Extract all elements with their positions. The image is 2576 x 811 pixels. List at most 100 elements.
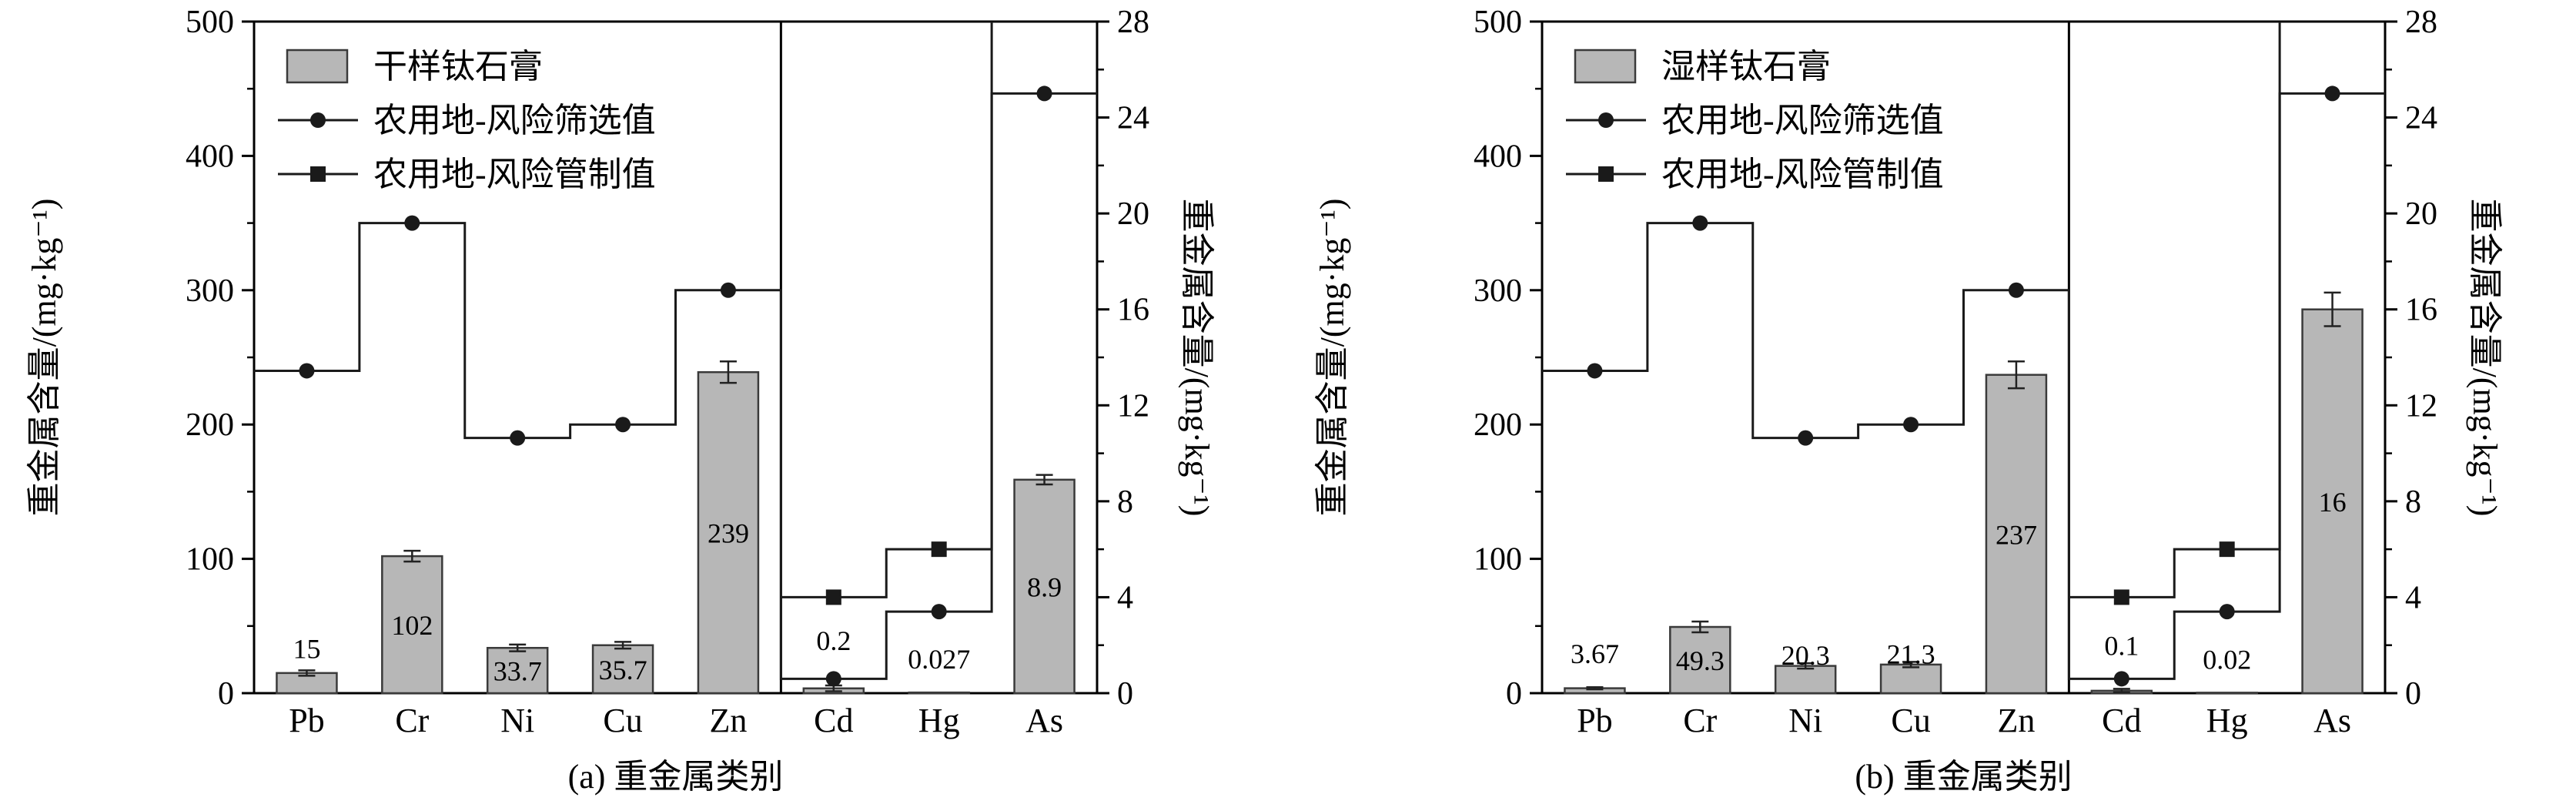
x-category-label: Cu — [1891, 702, 1930, 739]
left-axis-title: 重金属含量/(mg·kg⁻¹) — [1313, 199, 1351, 517]
screening-marker — [1798, 430, 1814, 446]
right-axis-tick-label: 4 — [1117, 580, 1133, 615]
control-line — [781, 22, 993, 598]
right-axis-tick-label: 4 — [2405, 580, 2421, 615]
x-category-label: Zn — [709, 702, 747, 739]
x-category-label: Cd — [814, 702, 853, 739]
left-axis-tick-label: 200 — [1474, 407, 1522, 443]
chart-b: 0 100 200 300 400 500 0 4 8 12 16 20 24 28 重金属含量/(mg·k… — [1313, 5, 2504, 739]
control-line — [2069, 22, 2281, 598]
bar-value-label: 20.3 — [1781, 640, 1830, 671]
screening-marker — [1036, 85, 1052, 102]
legend-square-marker — [310, 166, 326, 182]
bar-value-label: 102 — [391, 610, 433, 641]
bar-value-label: 237 — [1996, 519, 2037, 550]
left-axis-tick-label: 0 — [1506, 676, 1522, 712]
x-category-label: Cu — [603, 702, 642, 739]
left-axis-title: 重金属含量/(mg·kg⁻¹) — [25, 199, 63, 517]
x-category-label: As — [2313, 702, 2351, 739]
screening-marker — [720, 282, 736, 298]
screening-marker — [1903, 417, 1919, 433]
screening-marker — [2219, 604, 2235, 620]
bar-value-label: 15 — [293, 633, 320, 664]
left-axis-tick-label: 100 — [186, 542, 234, 578]
right-axis-tick-label: 20 — [1117, 196, 1149, 232]
x-category-label: As — [1025, 702, 1063, 739]
legend-square-marker — [1598, 166, 1614, 182]
control-marker — [825, 589, 841, 605]
x-category-label: Zn — [1997, 702, 2035, 739]
bar-Zn — [697, 370, 760, 695]
bar-Cr — [1669, 625, 1731, 695]
chart-panel-b: 0 100 200 300 400 500 0 4 8 12 16 20 24 28 重金属含量/(mg·k… — [1288, 0, 2576, 811]
bar-Hg — [908, 691, 970, 695]
x-category-label: Cr — [1683, 702, 1717, 739]
left-axis-tick-label: 400 — [1474, 139, 1522, 174]
control-marker — [2113, 589, 2129, 605]
x-category-label: Hg — [918, 702, 960, 739]
bar-As — [2301, 308, 2364, 695]
left-axis-tick-label: 500 — [1474, 5, 1522, 40]
right-axis-tick-label: 28 — [2405, 5, 2437, 40]
right-axis-tick-label: 24 — [2405, 101, 2437, 136]
right-axis-tick-label: 12 — [1117, 388, 1149, 424]
right-axis-tick-label: 16 — [1117, 293, 1149, 328]
bar-value-label: 49.3 — [1676, 645, 1725, 676]
right-axis-tick-label: 24 — [1117, 101, 1149, 136]
bar-Hg — [2196, 692, 2258, 695]
left-axis-tick-label: 300 — [186, 273, 234, 309]
x-category-label: Cd — [2102, 702, 2141, 739]
right-axis-title: 重金属含量/(mg·kg⁻¹) — [2466, 199, 2504, 517]
legend-swatch-bar — [1574, 49, 1637, 84]
right-axis-title: 重金属含量/(mg·kg⁻¹) — [1178, 199, 1216, 517]
legend-label: 农用地-风险管制值 — [373, 156, 656, 193]
bar-Zn — [1985, 374, 2048, 695]
left-axis-tick-label: 400 — [186, 139, 234, 174]
legend-swatch-bar — [286, 49, 349, 84]
right-axis-tick-label: 28 — [1117, 5, 1149, 40]
control-marker — [2219, 541, 2235, 558]
caption-b: (b) 重金属类别 — [1855, 758, 2073, 796]
legend-label: 农用地-风险管制值 — [1661, 156, 1944, 193]
screening-marker — [1692, 215, 1708, 231]
x-category-label: Ni — [1788, 702, 1822, 739]
left-axis-tick-label: 500 — [186, 5, 234, 40]
bar-value-label: 0.02 — [2203, 644, 2251, 675]
screening-marker — [510, 430, 526, 446]
right-axis-tick-label: 0 — [1117, 676, 1133, 712]
x-category-label: Ni — [500, 702, 534, 739]
screening-marker — [615, 417, 631, 433]
screening-marker — [2324, 85, 2340, 102]
right-axis-tick-label: 0 — [2405, 676, 2421, 712]
left-axis-tick-label: 200 — [186, 407, 234, 443]
bar-As — [1013, 478, 1076, 695]
screening-marker — [299, 363, 315, 379]
right-axis-tick-label: 8 — [2405, 484, 2421, 520]
left-axis-tick-label: 100 — [1474, 542, 1522, 578]
x-category-label: Pb — [1577, 702, 1612, 739]
chart-panel-a: 0 100 200 300 400 500 0 4 8 12 16 20 24 28 重金属含量/(mg·k… — [25, 5, 1216, 796]
screening-marker — [404, 215, 420, 231]
legend-label: 农用地-风险筛选值 — [373, 102, 656, 139]
screening-marker — [2008, 282, 2024, 298]
bar-Ni — [1774, 665, 1837, 695]
left-axis-tick-label: 300 — [1474, 273, 1522, 309]
bar-value-label: 33.7 — [493, 656, 542, 687]
legend-circle-marker — [310, 112, 326, 128]
legend-label: 农用地-风险筛选值 — [1661, 102, 1944, 139]
bar-value-label: 21.3 — [1887, 638, 1935, 669]
bar-value-label: 239 — [708, 518, 749, 549]
bar-value-label: 0.2 — [816, 625, 851, 656]
x-category-label: Hg — [2206, 702, 2248, 739]
bar-Cr — [381, 555, 443, 695]
screening-marker — [1587, 363, 1603, 379]
legend-label: 干样钛石膏 — [373, 48, 543, 85]
right-axis-tick-label: 8 — [1117, 484, 1133, 520]
bar-Cu — [591, 644, 654, 695]
legend-circle-marker — [1598, 112, 1614, 128]
bar-value-label: 3.67 — [1571, 638, 1619, 669]
control-marker — [931, 541, 947, 558]
screening-marker — [931, 604, 947, 620]
right-axis-tick-label: 16 — [2405, 293, 2437, 328]
